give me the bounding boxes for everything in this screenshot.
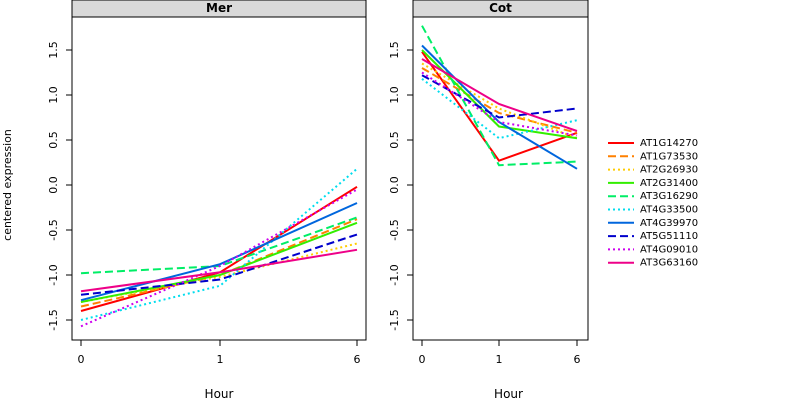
mer-series-line-at3g63160	[80, 248, 358, 293]
cot-y-tick-label: 1.0	[388, 86, 401, 104]
mer-series-line-at4g09010	[80, 188, 358, 328]
cot-y-tick-label: 1.5	[388, 41, 401, 59]
legend-label: AT4G33500	[640, 205, 698, 216]
legend-label: AT1G14270	[640, 138, 698, 149]
mer-y-tick-label: 1.5	[47, 41, 60, 59]
mer-x-tick-label: 0	[78, 353, 85, 366]
cot-x-tick-label: 0	[419, 353, 426, 366]
cot-x-tick-label: 1	[496, 353, 503, 366]
legend-label: AT5G51110	[640, 231, 698, 242]
legend-label: AT2G31400	[640, 178, 698, 189]
mer-series-line-at5g51110	[80, 233, 358, 296]
mer-panel-title: Mer	[206, 1, 232, 15]
cot-x-axis-label: Hour	[494, 387, 523, 400]
mer-x-tick-label: 1	[217, 353, 224, 366]
mer-y-tick-label: 1.0	[47, 86, 60, 104]
mer-y-tick-label: -0.5	[47, 219, 60, 240]
cot-series-line-at4g33500	[421, 78, 578, 140]
cot-series-line-at2g31400	[421, 49, 578, 140]
mer-y-tick-label: 0.5	[47, 131, 60, 149]
cot-series-line-at3g63160	[421, 58, 578, 132]
legend-label: AT2G26930	[640, 165, 698, 176]
legend-label: AT1G73530	[640, 151, 698, 162]
legend-label: AT3G16290	[640, 191, 698, 202]
cot-series-line-at3g16290	[421, 25, 578, 167]
mer-plot-frame	[71, 16, 367, 341]
legend-label: AT4G09010	[640, 244, 698, 255]
mer-series-line-at4g39970	[80, 202, 358, 302]
cot-x-tick-label: 6	[574, 353, 581, 366]
cot-series-line-at4g09010	[421, 71, 578, 137]
cot-series-line-at4g39970	[421, 44, 578, 170]
mer-y-axis-label: centered expression	[1, 129, 14, 241]
cot-y-tick-label: -1.5	[388, 309, 401, 330]
cot-y-tick-label: 0.0	[388, 176, 401, 194]
mer-series-line-at2g31400	[80, 221, 358, 303]
mer-x-axis-label: Hour	[205, 387, 234, 400]
mer-x-tick-label: 6	[354, 353, 361, 366]
mer-y-tick-label: -1.0	[47, 264, 60, 285]
legend-label: AT3G63160	[640, 258, 698, 269]
cot-series-line-at1g73530	[421, 67, 578, 134]
cot-y-tick-label: 0.5	[388, 131, 401, 149]
cot-y-tick-label: -1.0	[388, 264, 401, 285]
mer-series-line-at2g26930	[80, 242, 358, 303]
mer-series-line-at1g73530	[80, 218, 358, 308]
cot-y-tick-label: -0.5	[388, 219, 401, 240]
cot-plot-frame	[412, 16, 589, 341]
legend-label: AT4G39970	[640, 218, 698, 229]
mer-y-tick-label: 0.0	[47, 176, 60, 194]
mer-y-tick-label: -1.5	[47, 309, 60, 330]
cot-panel-title: Cot	[489, 1, 512, 15]
